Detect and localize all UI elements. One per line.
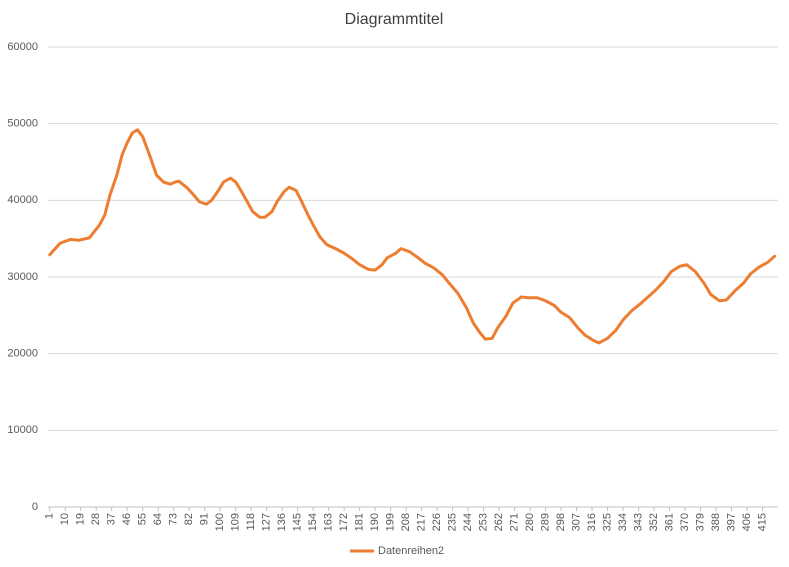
x-tick-label: 172 [338,513,350,531]
x-tick-label: 415 [756,513,768,531]
x-tick-label: 1 [44,513,56,519]
x-tick-label: 298 [555,513,567,531]
x-tick-label: 325 [601,513,613,531]
series-line [48,128,777,345]
chart-title: Diagrammtitel [345,11,444,28]
y-tick-label: 20000 [7,348,38,360]
x-tick-label: 136 [276,513,288,531]
x-tick-label: 190 [369,513,381,531]
x-tick-label: 73 [168,513,180,525]
y-tick-label: 50000 [7,118,38,130]
x-tick-label: 100 [214,513,226,531]
x-tick-label: 397 [725,513,737,531]
x-tick-label: 127 [261,513,273,531]
x-tick-label: 289 [539,513,551,531]
x-tick-label: 379 [694,513,706,531]
x-tick-label: 271 [508,513,520,531]
x-tick-label: 316 [586,513,598,531]
x-tick-label: 37 [106,513,118,525]
x-tick-label: 244 [462,513,474,531]
x-tick-label: 145 [292,513,304,531]
x-tick-label: 109 [230,513,242,531]
x-tick-label: 361 [663,513,675,531]
x-tick-label: 91 [199,513,211,525]
y-tick-label: 40000 [7,194,38,206]
x-tick-label: 163 [323,513,335,531]
x-tick-label: 262 [493,513,505,531]
x-tick-label: 199 [385,513,397,531]
x-tick-label: 343 [632,513,644,531]
x-tick-label: 334 [617,513,629,531]
x-tick-label: 253 [477,513,489,531]
x-tick-label: 280 [524,513,536,531]
y-tick-label: 0 [32,501,38,513]
x-tick-label: 19 [75,513,87,525]
legend-label: Datenreihen2 [378,545,444,557]
y-tick-label: 30000 [7,271,38,283]
x-tick-label: 406 [741,513,753,531]
y-tick-label: 60000 [7,41,38,53]
x-tick-label: 208 [400,513,412,531]
x-tick-label: 28 [90,513,102,525]
x-tick-label: 307 [570,513,582,531]
x-tick-label: 226 [431,513,443,531]
x-tick-label: 154 [307,513,319,531]
x-tick-label: 118 [245,513,257,531]
y-tick-label: 10000 [7,424,38,436]
x-tick-label: 10 [59,513,71,525]
x-tick-label: 370 [679,513,691,531]
x-tick-label: 46 [121,513,133,525]
x-tick-label: 217 [416,513,428,531]
x-tick-label: 388 [710,513,722,531]
x-tick-label: 55 [137,513,149,525]
x-tick-label: 64 [152,513,164,525]
x-tick-label: 352 [648,513,660,531]
x-tick-label: 82 [183,513,195,525]
x-tick-label: 235 [447,513,459,531]
x-tick-label: 181 [354,513,366,531]
